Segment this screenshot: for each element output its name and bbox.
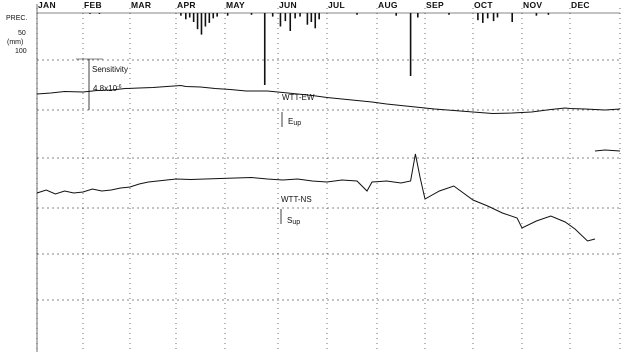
precip-bars: [89, 13, 550, 85]
precip-axis-label-1: PREC.: [6, 15, 27, 22]
month-label-may: MAY: [226, 0, 245, 10]
series-ew-name: WTT-EW: [282, 93, 315, 102]
series-line-wtt-ew: [36, 84, 621, 115]
series-line-late-segment: [594, 149, 621, 152]
precip-tick-50: 50: [18, 30, 26, 37]
month-axis: JAN FEB MAR APR MAY JUN JUL AUG SEP OCT NOV DEC: [38, 0, 590, 10]
month-label-dec: DEC: [571, 0, 590, 10]
precip-tick-100: 100: [15, 48, 27, 55]
sensitivity-label: Sensitivity: [92, 65, 128, 74]
series-ns-name: WTT-NS: [281, 195, 312, 204]
month-label-jan: JAN: [38, 0, 56, 10]
series-ns-direction: Sup: [287, 216, 300, 226]
series-lines: [36, 84, 621, 242]
series-ns: WTT-NS Sup: [280, 195, 312, 226]
month-label-feb: FEB: [84, 0, 102, 10]
series-ew-direction: Eup: [288, 117, 301, 127]
month-label-oct: OCT: [474, 0, 493, 10]
month-label-nov: NOV: [523, 0, 542, 10]
month-label-mar: MAR: [131, 0, 151, 10]
precip-axis: PREC. 50 (mm) 100: [6, 15, 27, 55]
month-label-jul: JUL: [328, 0, 345, 10]
series-line-wtt-ns: [36, 153, 596, 242]
scale-annotation: Sensitivity 4.8x10-6: [76, 58, 128, 110]
month-label-apr: APR: [177, 0, 196, 10]
grid: [36, 4, 621, 352]
month-label-aug: AUG: [378, 0, 398, 10]
precip-axis-label-2: (mm): [7, 39, 23, 46]
series-ew: WTT-EW Eup: [281, 93, 315, 127]
sensitivity-value: 4.8x10-6: [93, 84, 122, 93]
month-label-sep: SEP: [426, 0, 444, 10]
month-label-jun: JUN: [279, 0, 297, 10]
